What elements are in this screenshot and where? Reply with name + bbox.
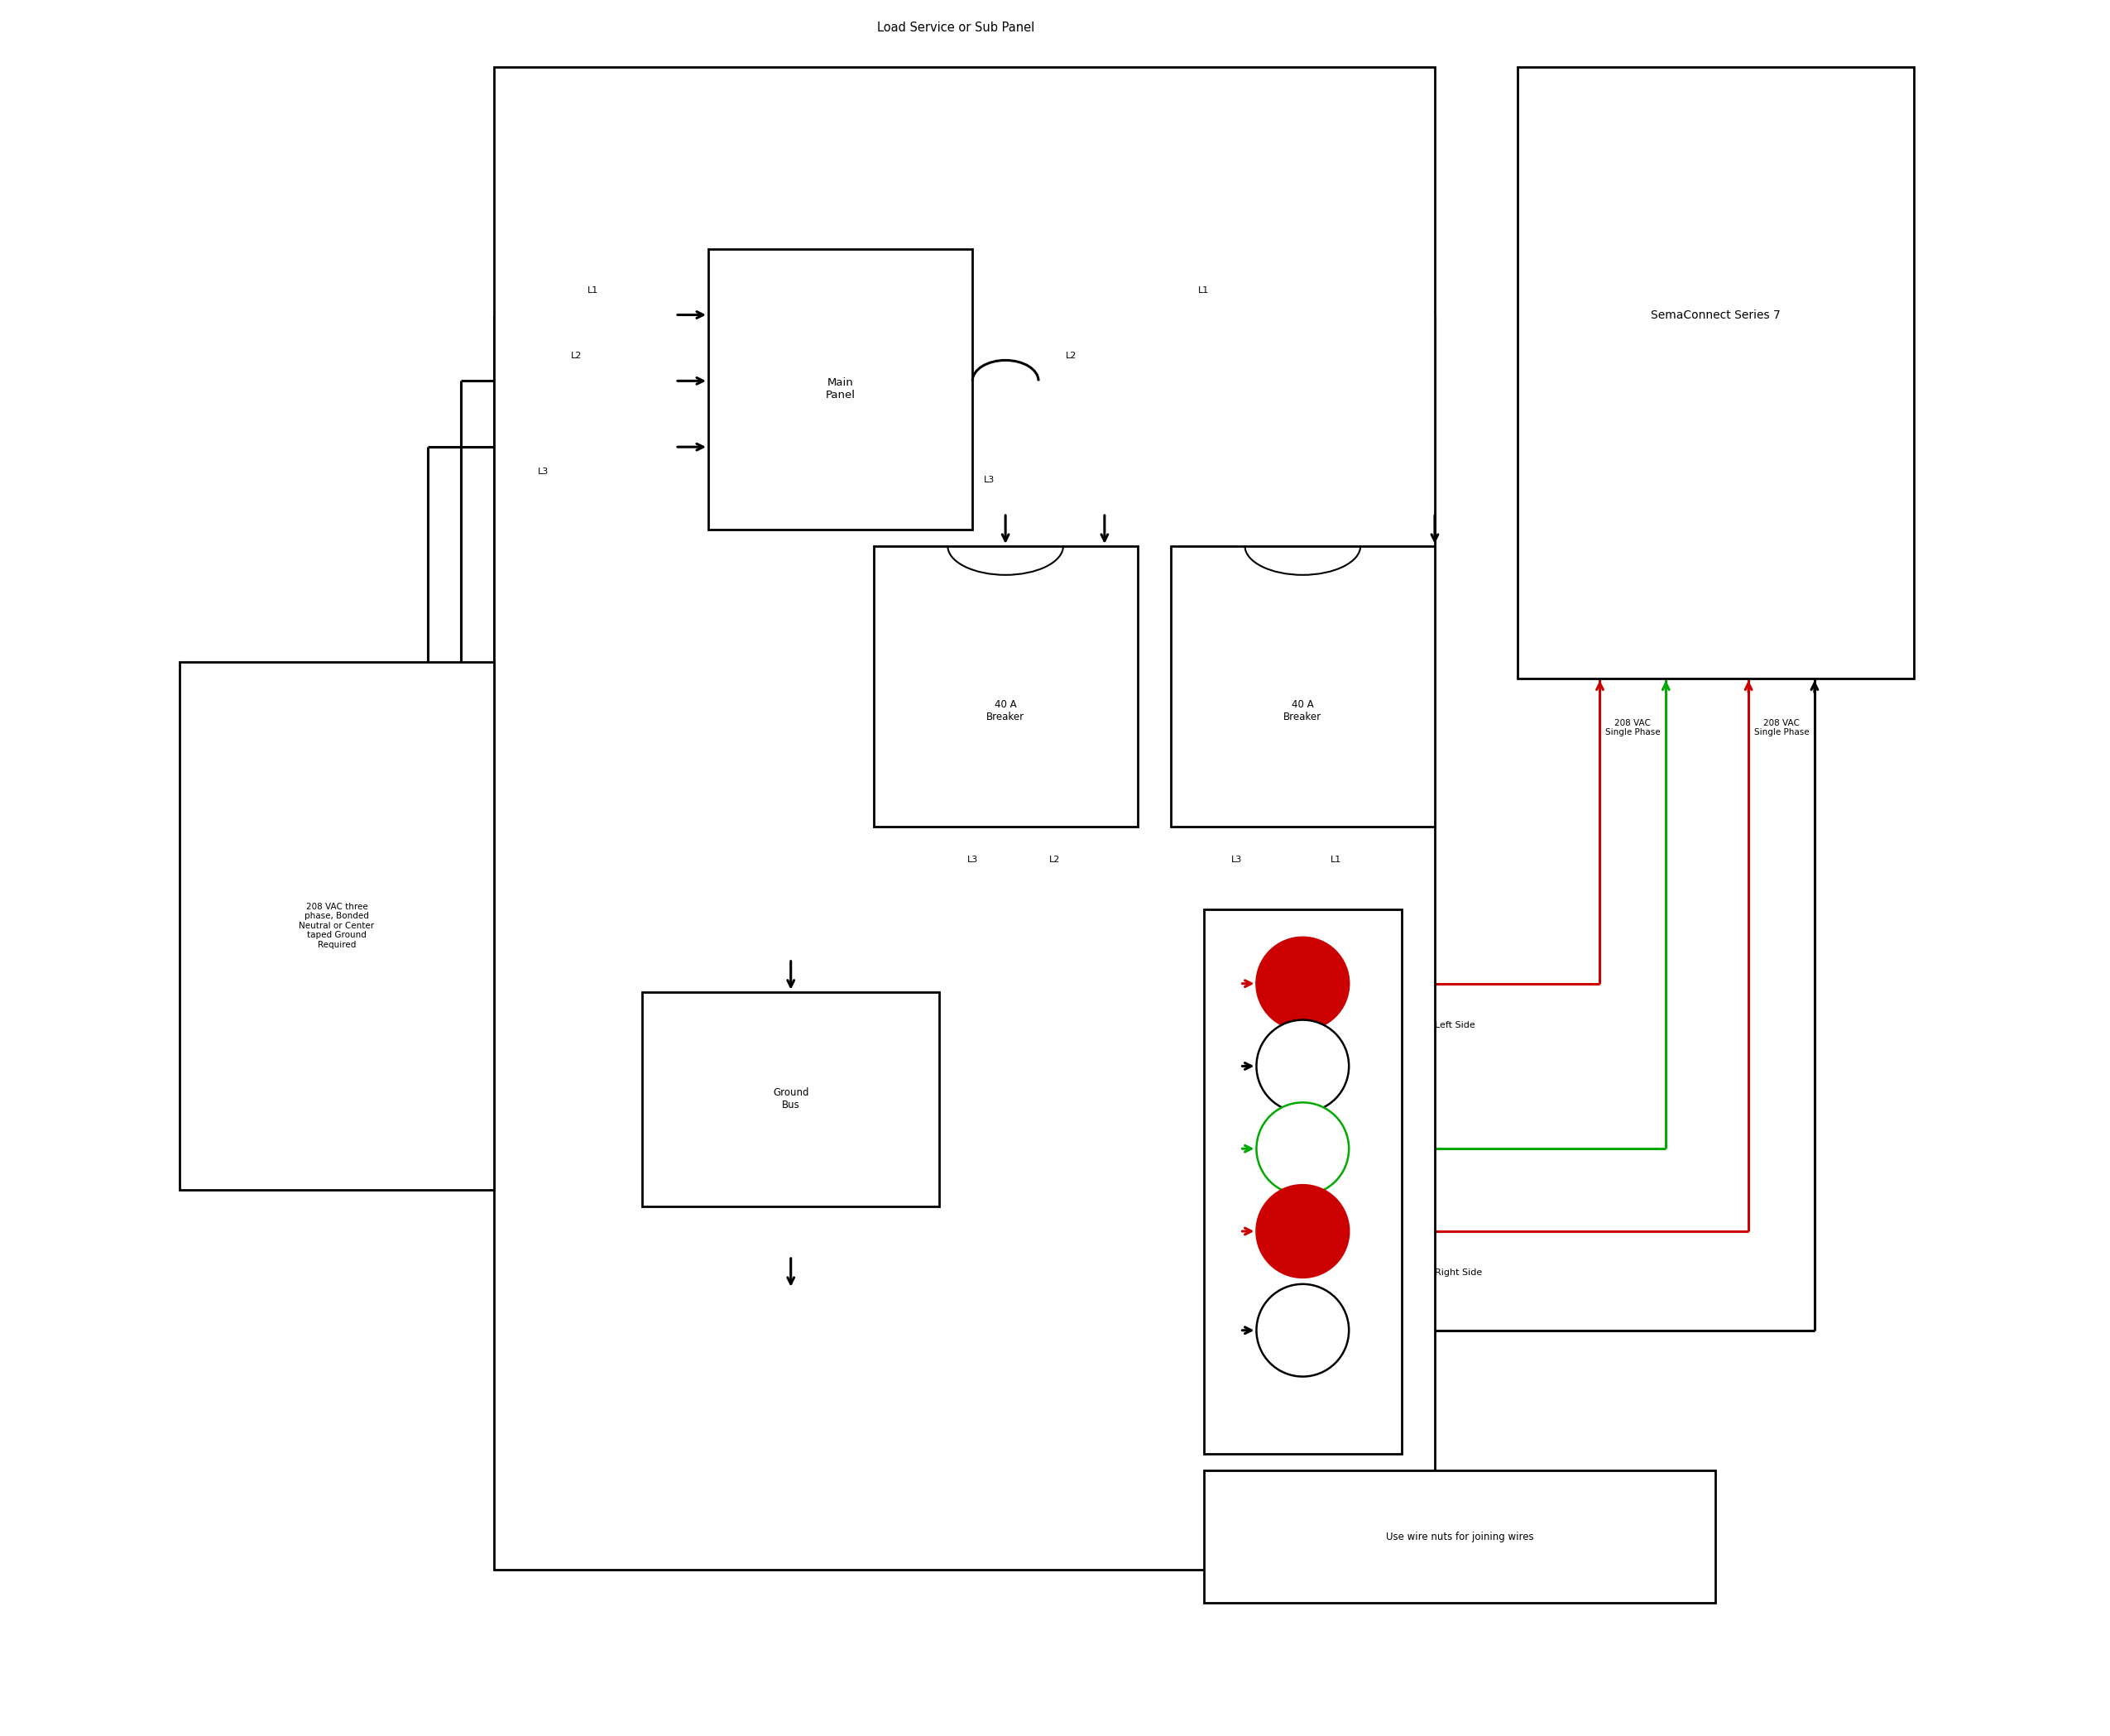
Text: 40 A
Breaker: 40 A Breaker	[985, 700, 1025, 722]
Circle shape	[1255, 1102, 1348, 1194]
Text: Right Side: Right Side	[1435, 1269, 1481, 1276]
Bar	[494, 68, 1435, 1569]
Bar	[641, 991, 939, 1207]
Text: L3: L3	[983, 476, 994, 484]
Bar	[179, 661, 494, 1189]
Bar	[1203, 910, 1401, 1455]
Text: 208 VAC three
phase, Bonded
Neutral or Center
taped Ground
Required: 208 VAC three phase, Bonded Neutral or C…	[300, 903, 373, 950]
Text: Use wire nuts for joining wires: Use wire nuts for joining wires	[1386, 1531, 1534, 1542]
Bar	[1517, 68, 1914, 679]
Bar	[709, 248, 973, 529]
Text: 208 VAC
Single Phase: 208 VAC Single Phase	[1606, 719, 1661, 736]
Text: L1: L1	[1198, 286, 1209, 293]
Bar	[1171, 547, 1435, 826]
Text: Main
Panel: Main Panel	[825, 378, 855, 401]
Circle shape	[1255, 1021, 1348, 1113]
Text: L2: L2	[1066, 352, 1076, 361]
Text: L2: L2	[1049, 856, 1061, 865]
Text: 40 A
Breaker: 40 A Breaker	[1283, 700, 1321, 722]
Circle shape	[1255, 1186, 1348, 1278]
Text: L3: L3	[538, 467, 549, 476]
Text: L3: L3	[966, 856, 977, 865]
Text: L2: L2	[570, 352, 582, 361]
Circle shape	[1255, 937, 1348, 1029]
Bar	[1203, 1470, 1715, 1602]
Text: 208 VAC
Single Phase: 208 VAC Single Phase	[1753, 719, 1808, 736]
Text: L1: L1	[587, 286, 597, 293]
Circle shape	[1255, 1285, 1348, 1377]
Text: Ground
Bus: Ground Bus	[772, 1087, 808, 1111]
Text: SemaConnect Series 7: SemaConnect Series 7	[1650, 309, 1781, 321]
Bar	[874, 547, 1137, 826]
Text: L3: L3	[1230, 856, 1243, 865]
Text: Load Service or Sub Panel: Load Service or Sub Panel	[878, 23, 1034, 35]
Text: Left Side: Left Side	[1435, 1021, 1475, 1029]
Text: L1: L1	[1329, 856, 1342, 865]
